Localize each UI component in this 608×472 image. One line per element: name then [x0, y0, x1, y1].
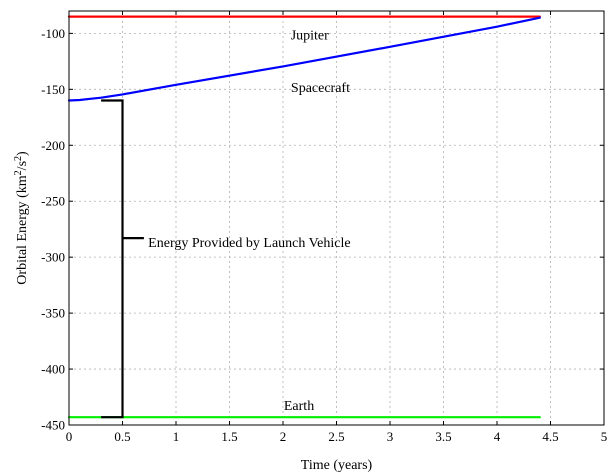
- annotation-energy: Energy Provided by Launch Vehicle: [148, 236, 350, 251]
- series-line-spacecraft: [67, 16, 541, 102]
- x-tick-label: 2: [280, 429, 287, 444]
- x-axis-label: Time (years): [301, 458, 373, 472]
- annotation-layer: Jupiter Spacecraft Earth Energy Provided by…: [148, 28, 350, 413]
- x-tick-label: 4.5: [542, 429, 558, 444]
- y-tick-label: -200: [41, 138, 65, 153]
- annotation-earth: Earth: [284, 399, 314, 414]
- x-tick-label: 2.5: [328, 429, 344, 444]
- tick-layer: 0 0.5 1 1.5 2 2.5 3 3.5 4 4.5 5 -450 -400 -350 -300 -25…: [41, 11, 607, 444]
- y-tick-label: -150: [41, 82, 65, 97]
- annotation-spacecraft: Spacecraft: [291, 81, 350, 96]
- y-tick-label: -250: [41, 194, 65, 209]
- y-tick-label: -350: [41, 306, 65, 321]
- x-tick-label: 5: [601, 429, 608, 444]
- x-tick-label: 0.5: [114, 429, 130, 444]
- annotation-jupiter: Jupiter: [291, 28, 329, 43]
- grid-layer: [69, 11, 604, 425]
- launch-energy-bracket: [101, 99, 144, 419]
- x-tick-label: 1.5: [221, 429, 237, 444]
- series-layer: [67, 15, 541, 419]
- y-tick-label: -300: [41, 250, 65, 265]
- x-tick-label: 4: [494, 429, 501, 444]
- x-tick-label: 0: [66, 429, 73, 444]
- y-tick-label: -450: [41, 418, 65, 433]
- bracket-path: [101, 99, 144, 419]
- y-tick-label: -400: [41, 362, 65, 377]
- y-axis-label: Orbital Energy (km2/s2): [13, 151, 31, 285]
- x-tick-label: 3: [387, 429, 394, 444]
- x-tick-label: 1: [173, 429, 180, 444]
- x-tick-label: 3.5: [435, 429, 451, 444]
- y-tick-label: -100: [41, 26, 65, 41]
